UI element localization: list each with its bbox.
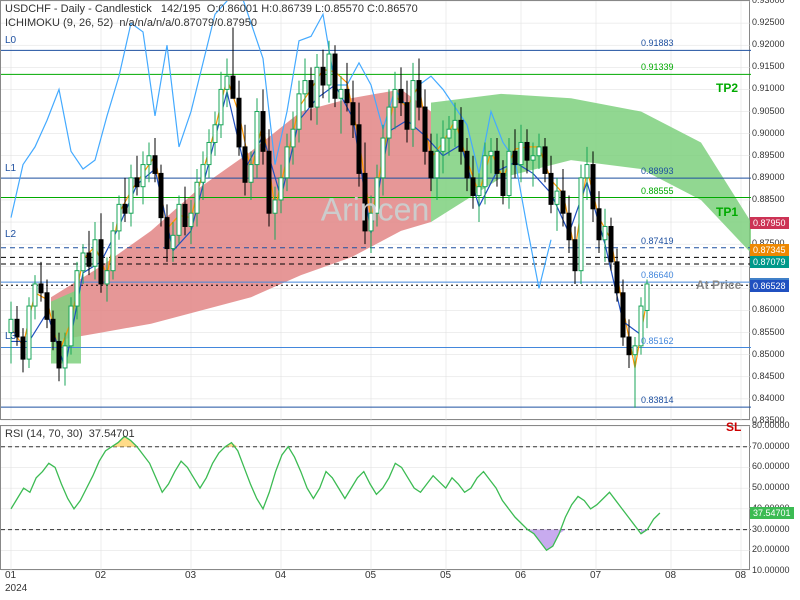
l-label: L3 <box>5 331 16 342</box>
rsi-value-tag: 37.54701 <box>750 507 794 519</box>
chart-title: USDCHF - Daily - Candlestick 142/195 O:0… <box>5 3 418 15</box>
xtick: 08 <box>665 570 676 581</box>
xtick: 01 <box>5 570 16 581</box>
xtick: 07 <box>590 570 601 581</box>
rsi-axis: 80.0000070.0000060.0000050.0000040.00000… <box>750 425 800 570</box>
rsi-ytick: 50.00000 <box>752 482 790 492</box>
ytick: 0.91000 <box>752 83 785 93</box>
l-label: L2 <box>5 229 16 240</box>
level-label: 0.91883 <box>641 38 674 48</box>
level-label: 0.85162 <box>641 336 674 346</box>
ytick: 0.86000 <box>752 304 785 314</box>
annotation-at-price: At Price <box>696 278 741 292</box>
ytick: 0.91500 <box>752 61 785 71</box>
price-axis: 0.93000 0.92500 0.92000 0.91500 0.91000 0.905… <box>750 0 800 420</box>
level-label: 0.86640 <box>641 270 674 280</box>
xtick: 02 <box>95 570 106 581</box>
level-label: 0.83814 <box>641 395 674 405</box>
rsi-ytick: 70.00000 <box>752 441 790 451</box>
level-label: 0.87419 <box>641 236 674 246</box>
price-tag: 0.86528 <box>750 280 789 292</box>
annotation-tp2: TP2 <box>716 81 738 95</box>
xtick: 08 <box>735 570 746 581</box>
rsi-ytick: 20.00000 <box>752 544 790 554</box>
price-tag: 0.87345 <box>750 244 789 256</box>
ytick: 0.84000 <box>752 393 785 403</box>
ytick: 0.92500 <box>752 17 785 27</box>
ytick: 0.85500 <box>752 327 785 337</box>
xtick: 05 <box>365 570 376 581</box>
watermark: Arincen <box>321 192 430 229</box>
annotation-tp1: TP1 <box>716 205 738 219</box>
ytick: 0.84500 <box>752 371 785 381</box>
level-label: 0.91339 <box>641 62 674 72</box>
price-tag: 0.87079 <box>750 256 789 268</box>
main-chart[interactable]: USDCHF - Daily - Candlestick 142/195 O:0… <box>0 0 750 420</box>
year-label: 2024 <box>5 583 27 594</box>
ytick: 0.88500 <box>752 194 785 204</box>
level-label: 0.88555 <box>641 186 674 196</box>
rsi-chart[interactable]: RSI (14, 70, 30) 37.54701 <box>0 425 750 570</box>
indicator-info: ICHIMOKU (9, 26, 52) n/a/n/a/n/a/0.87079… <box>5 17 257 29</box>
rsi-ytick: 80.00000 <box>752 420 790 430</box>
ytick: 0.89000 <box>752 172 785 182</box>
l-label: L1 <box>5 163 16 174</box>
ytick: 0.85000 <box>752 349 785 359</box>
time-axis: 01 02 03 04 05 05 06 07 08 08 2024 <box>0 570 750 600</box>
xtick: 04 <box>275 570 286 581</box>
xtick: 05 <box>440 570 451 581</box>
l-label: L0 <box>5 35 16 46</box>
ytick: 0.89500 <box>752 150 785 160</box>
rsi-ytick: 10.00000 <box>752 565 790 575</box>
price-tag: 0.87950 <box>750 217 789 229</box>
rsi-canvas <box>1 426 751 571</box>
annotation-sl: SL <box>726 420 741 434</box>
ytick: 0.90500 <box>752 106 785 116</box>
rsi-ytick: 60.00000 <box>752 461 790 471</box>
ytick: 0.93000 <box>752 0 785 5</box>
xtick: 06 <box>515 570 526 581</box>
xtick: 03 <box>185 570 196 581</box>
rsi-title: RSI (14, 70, 30) 37.54701 <box>5 428 135 440</box>
level-label: 0.88993 <box>641 166 674 176</box>
ytick: 0.90000 <box>752 128 785 138</box>
ytick: 0.92000 <box>752 39 785 49</box>
rsi-ytick: 30.00000 <box>752 524 790 534</box>
